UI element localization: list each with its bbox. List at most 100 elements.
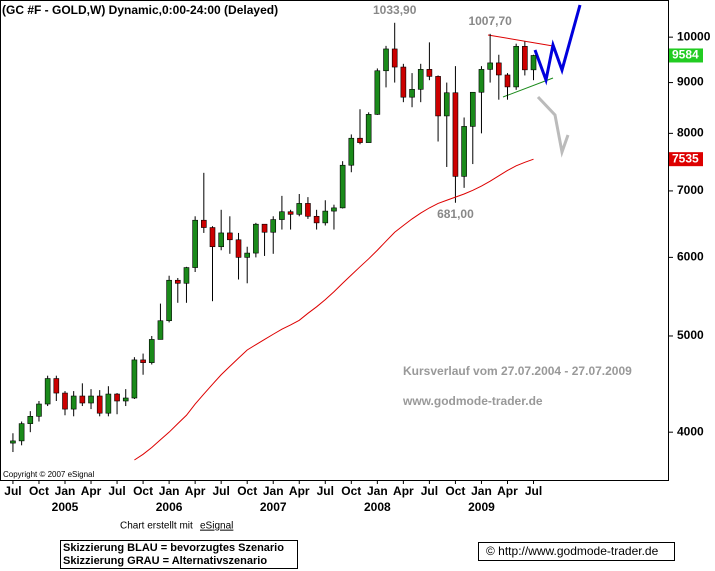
x-tick-label: Jul xyxy=(212,484,229,498)
candle-body xyxy=(478,69,485,93)
candle-body xyxy=(148,339,155,363)
candle-body xyxy=(365,114,372,143)
high-label: 1007,70 xyxy=(468,14,512,28)
y-tick-label: 10000 xyxy=(677,29,711,43)
candle-body xyxy=(452,92,459,177)
candle-body xyxy=(131,359,138,399)
x-tick-label: Oct xyxy=(341,484,361,498)
candle-body xyxy=(174,279,181,284)
candle-body xyxy=(374,70,381,115)
candle-body xyxy=(426,69,433,77)
candle-body xyxy=(27,416,34,424)
candle-body xyxy=(235,239,242,258)
last-price-box xyxy=(669,48,703,63)
x-tick-label: Apr xyxy=(185,484,206,498)
y-tick-label: 9000 xyxy=(677,75,704,89)
candle-body xyxy=(44,378,51,405)
year-label: 2008 xyxy=(364,500,391,514)
range-note: Kursverlauf vom 27.07.2004 - 27.07.2009 xyxy=(403,364,632,378)
candle-body xyxy=(53,378,60,394)
x-tick-label: Jan xyxy=(159,484,180,498)
candle-body xyxy=(36,403,42,417)
x-tick-label: Jul xyxy=(4,484,21,498)
candle-body xyxy=(88,395,94,404)
x-tick-label: Jul xyxy=(108,484,125,498)
candle-body xyxy=(209,227,216,248)
x-tick-label: Jul xyxy=(317,484,334,498)
x-tick-label: Oct xyxy=(133,484,153,498)
candle-body xyxy=(322,210,329,224)
candle-body xyxy=(487,62,493,70)
x-tick-label: Jan xyxy=(55,484,76,498)
candle-body xyxy=(391,48,398,68)
copyright: Copyright © 2007 eSignal xyxy=(3,470,95,479)
candle-body xyxy=(10,440,16,444)
year-label: 2005 xyxy=(52,500,79,514)
candle-body xyxy=(279,211,285,220)
y-tick-label: 6000 xyxy=(677,250,704,264)
x-tick-label: Oct xyxy=(445,484,465,498)
x-tick-label: Apr xyxy=(81,484,102,498)
candle-body xyxy=(244,252,250,258)
candle-body xyxy=(417,69,424,90)
footer-box xyxy=(478,542,675,561)
candle-body xyxy=(339,164,346,209)
y-tick-label: 4000 xyxy=(677,424,704,438)
footer-link[interactable]: © http://www.godmode-trader.de xyxy=(486,544,659,558)
last-ma-box xyxy=(669,152,703,167)
gray-scenario xyxy=(536,95,570,158)
candle-body xyxy=(530,55,537,71)
candle-body xyxy=(270,219,277,233)
x-tick-label: Oct xyxy=(237,484,257,498)
candle-body xyxy=(357,137,363,143)
y-tick-label: 8000 xyxy=(677,126,704,140)
candle-body xyxy=(62,392,68,410)
candle-body xyxy=(96,395,103,414)
candle-body xyxy=(79,395,86,404)
candle-body xyxy=(201,219,207,228)
candle-body xyxy=(461,126,467,177)
candle-body xyxy=(522,46,528,71)
candle-body xyxy=(192,219,198,268)
candle-body xyxy=(513,46,519,88)
legend-box xyxy=(60,540,298,569)
candle-body xyxy=(183,267,190,284)
legend-line: Skizzierung BLAU = bevorzugtes Szenario xyxy=(63,542,284,554)
candle-body xyxy=(166,279,172,322)
y-tick-label: 7000 xyxy=(677,183,704,197)
x-tick-label: Apr xyxy=(289,484,310,498)
candle-body xyxy=(218,232,224,248)
candle-body xyxy=(157,320,164,340)
last-price: 9584 xyxy=(672,48,699,62)
x-tick-label: Jan xyxy=(263,484,284,498)
candle-body xyxy=(496,62,502,76)
x-tick-label: Jul xyxy=(421,484,438,498)
plot-frame xyxy=(0,0,669,481)
candle-body xyxy=(313,215,320,224)
candle-body xyxy=(287,211,294,215)
high-label: 1033,90 xyxy=(373,3,417,17)
candle-body xyxy=(348,137,355,166)
candle-body xyxy=(504,74,511,88)
last-ma: 7535 xyxy=(672,151,699,165)
candle-body xyxy=(105,393,112,414)
support-line xyxy=(502,77,554,98)
x-tick-label: Apr xyxy=(393,484,414,498)
candle-body xyxy=(227,232,233,241)
year-label: 2006 xyxy=(156,500,183,514)
candle-body xyxy=(469,91,476,127)
x-tick-label: Jan xyxy=(367,484,388,498)
made-with-link[interactable]: eSignal xyxy=(200,521,233,532)
resistance-line xyxy=(487,34,554,47)
year-label: 2007 xyxy=(260,500,287,514)
chart-title: (GC #F - GOLD,W) Dynamic,0:00-24:00 (Del… xyxy=(2,3,278,17)
candle-body xyxy=(18,423,25,442)
site-note: www.godmode-trader.de xyxy=(402,394,543,408)
low-label: 681,00 xyxy=(437,207,474,221)
candle-body xyxy=(409,89,415,98)
x-tick-label: Jan xyxy=(471,484,492,498)
blue-scenario xyxy=(533,4,582,86)
candle-body xyxy=(400,66,407,98)
candle-body xyxy=(70,395,77,410)
